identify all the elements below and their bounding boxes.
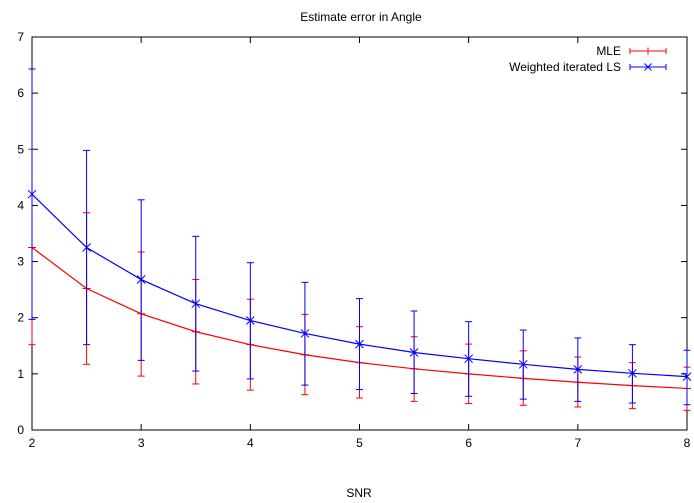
y-tick-label: 5 (17, 142, 24, 156)
chart-title: Estimate error in Angle (300, 10, 422, 24)
y-tick-label: 7 (17, 30, 24, 44)
x-tick-label: 2 (29, 436, 36, 450)
data-point-wils (300, 329, 310, 338)
legend-label-wils: Weighted iterated LS (509, 60, 621, 74)
x-tick-label: 5 (356, 436, 363, 450)
x-tick-label: 7 (574, 436, 581, 450)
y-tick-label: 0 (17, 423, 24, 437)
data-point-wils (518, 359, 528, 369)
data-point-wils (245, 316, 255, 325)
y-tick-label: 4 (17, 198, 24, 212)
data-point-wils (464, 354, 474, 364)
y-tick-label: 1 (17, 367, 24, 381)
data-point-wils (136, 275, 146, 284)
x-tick-label: 8 (684, 436, 691, 450)
legend-marker-wils (644, 63, 652, 71)
data-point-wils (682, 372, 692, 382)
x-tick-label: 4 (247, 436, 254, 450)
data-point-wils (355, 339, 364, 349)
y-tick-label: 3 (17, 255, 24, 269)
data-point-wils (191, 299, 201, 309)
data-point-wils (27, 189, 37, 199)
legend-label-mle: MLE (596, 44, 621, 58)
x-axis-label: SNR (346, 486, 372, 500)
legend-marker-mle (644, 47, 652, 55)
y-tick-label: 6 (17, 86, 24, 100)
y-tick-label: 2 (17, 311, 24, 325)
x-tick-label: 6 (465, 436, 472, 450)
series-wils (27, 68, 692, 406)
data-point-wils (409, 348, 419, 357)
x-tick-label: 3 (138, 436, 145, 450)
data-point-wils (573, 365, 583, 374)
data-point-wils (82, 243, 91, 252)
data-point-wils (628, 368, 637, 378)
